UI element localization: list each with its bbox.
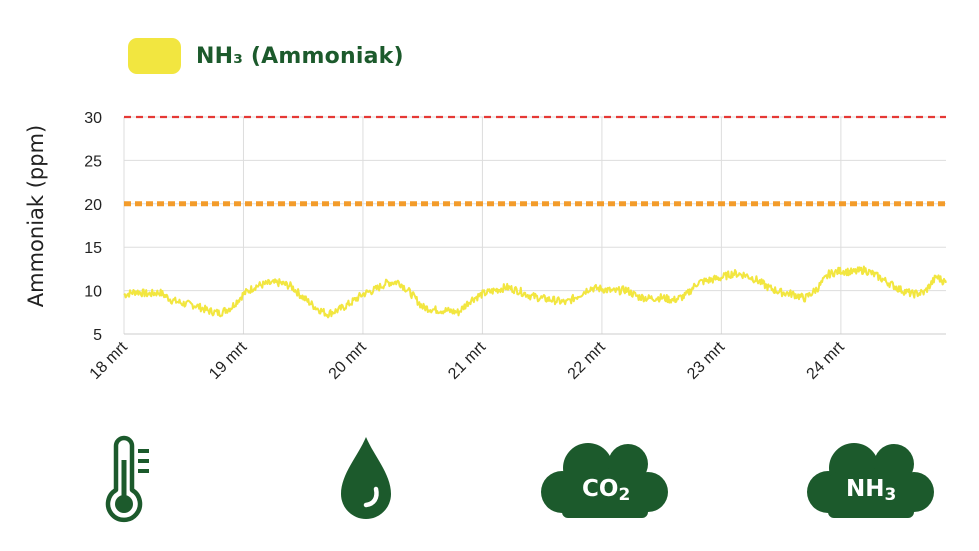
legend-label: NH₃ (Ammoniak): [196, 43, 404, 69]
nh3-sub-text: 3: [885, 485, 897, 505]
reference-lines: [124, 115, 946, 207]
co2-sub-text: 2: [618, 485, 630, 505]
x-tick-label: 19 mrt: [206, 338, 250, 382]
y-tick-label: 30: [84, 110, 102, 127]
ammonia-chart: 5 10 15 20 25 30 18 mrt 19 mrt 20 mrt 21 mrt 22 m…: [84, 110, 947, 383]
series-layer: [123, 265, 947, 319]
grid-layer: [123, 116, 946, 335]
svg-text:NH3: NH3: [846, 476, 896, 505]
y-tick-label: 25: [84, 153, 102, 170]
x-tick-label: 23 mrt: [684, 338, 728, 382]
nh3-main-text: NH: [846, 476, 885, 502]
y-tick-label: 20: [84, 197, 102, 214]
legend: NH₃ (Ammoniak): [128, 38, 404, 74]
x-tick-labels: 18 mrt 19 mrt 20 mrt 21 mrt 22 mrt 23 mrt 24 m…: [87, 338, 848, 382]
svg-text:CO2: CO2: [582, 476, 630, 505]
humidity-droplet-icon: [341, 437, 391, 519]
y-tick-label: 10: [84, 284, 102, 301]
nh3-cloud-icon: NH3: [807, 443, 934, 518]
ammonia-series-line: [123, 265, 947, 319]
co2-cloud-icon: CO2: [541, 443, 668, 518]
thermometer-icon: [105, 435, 149, 523]
x-tick-label: 21 mrt: [445, 338, 489, 382]
x-tick-label: 22 mrt: [565, 338, 609, 382]
co2-main-text: CO: [582, 476, 618, 502]
x-tick-label: 18 mrt: [87, 338, 131, 382]
y-tick-label: 5: [93, 327, 102, 344]
legend-swatch: [128, 38, 181, 74]
x-tick-label: 20 mrt: [326, 338, 370, 382]
y-tick-labels: 5 10 15 20 25 30: [84, 110, 102, 344]
x-tick-label: 24 mrt: [804, 338, 848, 382]
y-tick-label: 15: [84, 240, 102, 257]
